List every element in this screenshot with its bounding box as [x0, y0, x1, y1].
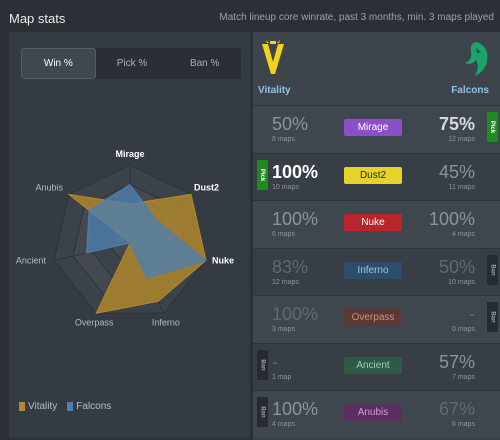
page-subtitle: Match lineup core winrate, past 3 months… [219, 12, 494, 23]
map-comparison-panel: Vitality Falcons 50% 8 maps Mirage 75% 12 ma… [253, 32, 500, 440]
left-winrate: 50% [272, 114, 309, 134]
left-winrate: - [272, 351, 278, 372]
left-winrate: 100% [272, 399, 319, 419]
left-winrate: 100% [272, 304, 319, 324]
ban-tag-label: Ban [259, 406, 266, 418]
right-maps-count: 11 maps [448, 183, 475, 191]
map-row-dust2[interactable]: 100% 10 maps Dust2 45% 11 maps Pick [253, 152, 500, 200]
right-winrate: 57% [438, 351, 475, 372]
stat-tabs: Win % Pick % Ban % [21, 48, 241, 79]
right-winrate: 50% [438, 256, 475, 277]
team-header: Vitality Falcons [253, 32, 500, 105]
right-winrate: 75% [438, 114, 475, 134]
tab-ban-pct[interactable]: Ban % [189, 58, 220, 69]
falcons-logo-icon [465, 42, 488, 76]
vitality-logo-icon [262, 40, 284, 74]
left-maps-count: 1 map [272, 373, 292, 381]
radar-chart: Mirage Dust2 Nuke Inferno Overpass Ancient Anu… [16, 149, 234, 327]
ban-tag-label: Ban [489, 311, 496, 323]
map-badge-mirage: Mirage [344, 119, 402, 136]
left-winrate: 83% [272, 256, 309, 277]
right-maps-count: 0 maps [452, 326, 475, 333]
map-row-overpass[interactable]: 100% 3 maps Overpass - 0 maps Ban [253, 295, 500, 343]
radar-axis-label-overpass: Overpass [75, 317, 114, 327]
map-badge-overpass: Overpass [344, 309, 402, 326]
team-name-right: Falcons [451, 85, 489, 96]
right-maps-count: 12 maps [448, 136, 475, 143]
tab-win-pct[interactable]: Win % [21, 48, 96, 79]
pick-tag: Pick [257, 159, 268, 190]
left-maps-count: 8 maps [272, 136, 295, 143]
map-badge-ancient: Ancient [344, 356, 402, 374]
ban-tag: Ban [257, 349, 268, 380]
pick-tag-label: Pick [259, 168, 266, 181]
radar-axis-label-inferno: Inferno [152, 317, 180, 327]
legend-label-vitality: Vitality [28, 401, 58, 412]
radar-axis-label-dust2: Dust2 [194, 182, 219, 192]
right-maps-count: 4 maps [452, 231, 475, 238]
map-row-anubis[interactable]: 100% 4 maps Anubis 67% 6 maps Ban [253, 390, 500, 438]
ban-tag-label: Ban [489, 263, 496, 276]
left-maps-count: 3 maps [272, 326, 295, 333]
right-winrate: 100% [428, 209, 475, 229]
radar-series-falcons[interactable] [86, 183, 208, 279]
left-winrate: 100% [272, 209, 319, 229]
pick-tag: Pick [487, 112, 498, 142]
ban-tag: Ban [487, 302, 498, 332]
radar-axis-label-mirage: Mirage [115, 149, 144, 159]
map-row-nuke[interactable]: 100% 6 maps Nuke 100% 4 maps [253, 200, 500, 248]
right-maps-count: 7 maps [452, 373, 475, 381]
map-badge-nuke: Nuke [344, 214, 402, 231]
map-row-mirage[interactable]: 50% 8 maps Mirage 75% 12 maps Pick [253, 105, 500, 153]
map-stats-chart-panel: Win % Pick % Ban % Mirage Dust2 Nuke Infern… [9, 32, 250, 438]
ban-tag: Ban [257, 397, 268, 427]
right-winrate: 67% [438, 399, 475, 419]
map-badge-inferno: Inferno [344, 261, 402, 279]
left-winrate: 100% [272, 161, 319, 182]
map-row-ancient[interactable]: -1 map Ancient 57% 7 maps Ban [253, 342, 500, 390]
radar-axis-label-anubis: Anubis [35, 182, 63, 192]
legend-label-falcons: Falcons [76, 401, 112, 412]
right-maps-count: 10 maps [448, 278, 475, 286]
left-maps-count: 10 maps [272, 183, 299, 191]
left-maps-count: 6 maps [272, 231, 295, 238]
right-winrate: 45% [438, 161, 475, 182]
radar-axis-label-ancient: Ancient [16, 255, 47, 265]
ban-tag: Ban [487, 254, 498, 285]
left-maps-count: 12 maps [272, 278, 299, 286]
chart-legend: Vitality Falcons [19, 401, 111, 412]
left-maps-count: 4 maps [272, 421, 295, 428]
right-maps-count: 6 maps [452, 421, 475, 428]
ban-tag-label: Ban [259, 358, 266, 371]
map-row-inferno[interactable]: 83% 12 maps Inferno 50% 10 maps Ban [253, 247, 500, 295]
radar-axis-label-nuke: Nuke [212, 255, 234, 265]
header-bar: Map stats Match lineup core winrate, pas… [0, 0, 500, 30]
right-winrate: - [469, 304, 475, 324]
map-badge-anubis: Anubis [344, 404, 402, 421]
legend-swatch-vitality [19, 402, 25, 411]
tab-pick-pct[interactable]: Pick % [116, 58, 148, 69]
legend-swatch-falcons [67, 402, 74, 411]
team-name-left: Vitality [258, 85, 291, 96]
map-badge-dust2: Dust2 [344, 166, 402, 184]
page-title: Map stats [9, 11, 66, 26]
pick-tag-label: Pick [489, 120, 496, 134]
